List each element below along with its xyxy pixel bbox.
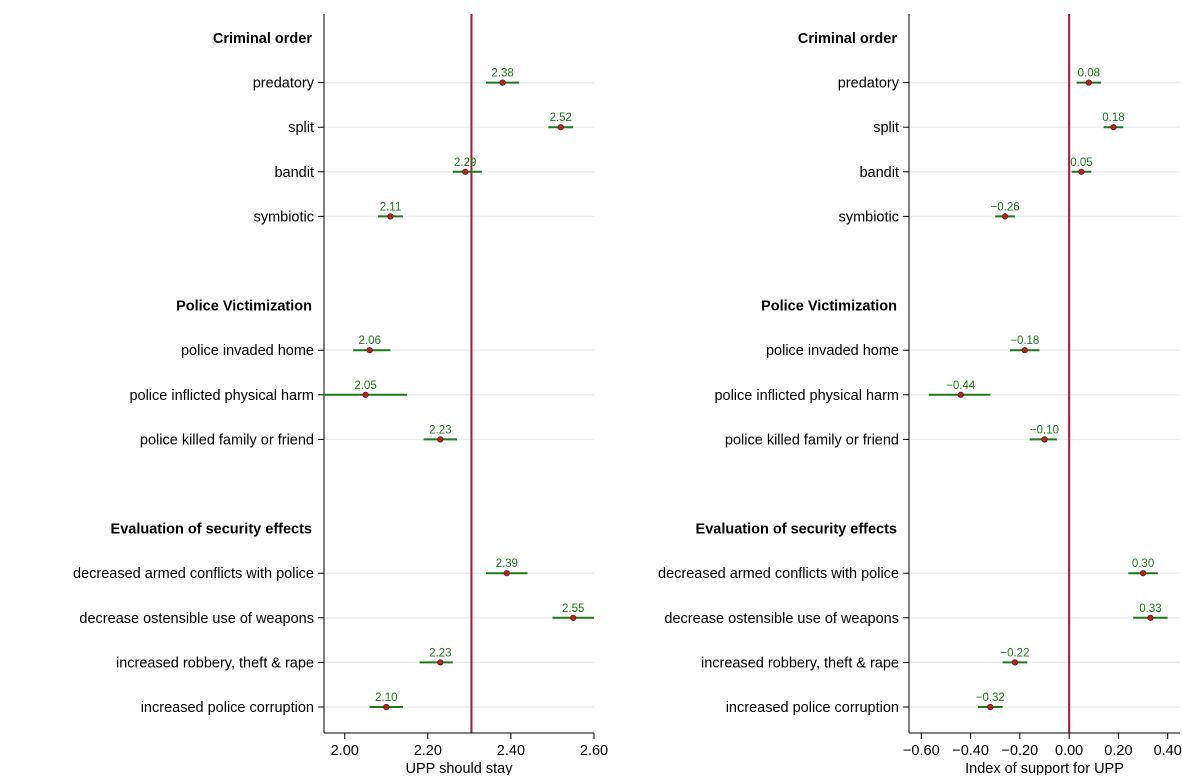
estimate-point [957, 391, 964, 398]
group-heading: Police Victimization [176, 299, 312, 315]
y-tick-label: police inflicted physical harm [129, 388, 314, 404]
y-tick-label: bandit [859, 165, 899, 181]
x-tick-label: 0.00 [1055, 743, 1083, 759]
value-label: 2.52 [550, 112, 572, 124]
estimate-point [1110, 124, 1117, 131]
value-label: 2.11 [380, 201, 402, 213]
y-tick-label: increased police corruption [726, 700, 899, 716]
group-heading: Criminal order [213, 31, 312, 47]
estimate-point [1078, 168, 1085, 175]
estimate-point [1021, 347, 1028, 354]
value-label: −0.26 [991, 201, 1020, 213]
y-tick-label: police invaded home [181, 343, 314, 359]
y-tick-label: police inflicted physical harm [714, 388, 899, 404]
estimate-point [437, 659, 444, 666]
y-tick-label: police killed family or friend [140, 432, 314, 448]
estimate-point [387, 213, 394, 220]
y-tick-label: increased police corruption [141, 700, 314, 716]
y-tick-label: symbiotic [254, 209, 314, 225]
x-tick-label: −0.20 [1002, 743, 1039, 759]
x-tick-label: −0.40 [952, 743, 989, 759]
estimate-point [462, 168, 469, 175]
x-axis-title: UPP should stay [406, 761, 514, 775]
estimate-point [383, 703, 390, 711]
x-tick-label: 0.40 [1154, 743, 1182, 759]
value-label: 0.08 [1078, 68, 1100, 80]
y-tick-label: increased robbery, theft & rape [116, 655, 314, 671]
x-tick-label: 2.20 [414, 743, 442, 759]
x-tick-label: 2.40 [497, 743, 525, 759]
y-tick-label: decreased armed conflicts with police [73, 566, 314, 582]
estimate-point [570, 614, 577, 621]
estimate-point [362, 391, 369, 398]
y-tick-label: split [873, 120, 899, 136]
y-tick-label: symbiotic [839, 209, 899, 225]
x-tick-label: 2.60 [580, 743, 608, 759]
x-tick-label: −0.60 [903, 743, 940, 759]
y-tick-label: predatory [838, 76, 900, 92]
y-tick-label: increased robbery, theft & rape [701, 655, 899, 671]
value-label: −0.32 [976, 692, 1005, 704]
value-label: 0.05 [1070, 157, 1092, 169]
group-heading: Evaluation of security effects [111, 522, 312, 538]
estimate-point [366, 347, 373, 354]
estimate-point [1139, 570, 1147, 577]
panel-background [10, 14, 594, 733]
value-label: −0.44 [946, 380, 976, 392]
y-tick-label: decreased armed conflicts with police [658, 566, 899, 582]
value-label: −0.18 [1010, 335, 1039, 347]
y-tick-label: bandit [274, 165, 314, 181]
estimate-point [1085, 79, 1092, 86]
x-axis-title: Index of support for UPP [965, 761, 1124, 775]
value-label: 0.30 [1132, 558, 1154, 570]
value-label: 0.18 [1102, 112, 1124, 124]
y-tick-label: decrease ostensible use of weapons [664, 611, 899, 627]
y-tick-label: split [288, 120, 314, 136]
group-heading: Evaluation of security effects [696, 522, 897, 538]
value-label: 2.10 [375, 692, 397, 704]
estimate-point [987, 703, 994, 711]
x-tick-label: 0.20 [1104, 743, 1132, 759]
value-label: 2.05 [354, 380, 376, 392]
value-label: 2.39 [496, 558, 518, 570]
y-tick-label: police killed family or friend [725, 432, 899, 448]
value-label: 2.38 [491, 68, 513, 80]
group-heading: Criminal order [798, 31, 897, 47]
value-label: 2.55 [562, 603, 584, 615]
panel-1: Criminal order predatory 2.38 split 2.52 band… [10, 14, 608, 777]
value-label: −0.22 [1000, 647, 1029, 659]
value-label: 2.23 [429, 424, 451, 436]
panel-background [594, 14, 1180, 733]
value-label: 2.06 [358, 335, 380, 347]
y-tick-label: predatory [253, 76, 315, 92]
estimate-point [557, 124, 564, 131]
group-heading: Police Victimization [761, 299, 897, 315]
value-label: 2.29 [454, 157, 476, 169]
estimate-point [1001, 213, 1009, 220]
panel-2: Criminal order predatory 0.08 split 0.18 band… [594, 14, 1182, 777]
estimate-point [437, 436, 444, 443]
value-label: −0.10 [1030, 424, 1059, 436]
value-label: 0.33 [1139, 603, 1161, 615]
estimate-point [499, 79, 506, 86]
x-tick-label: 2.00 [331, 743, 359, 759]
estimate-point [503, 570, 510, 577]
estimate-point [1011, 659, 1019, 666]
estimate-point [1041, 436, 1048, 443]
value-label: 2.23 [429, 647, 451, 659]
y-tick-label: decrease ostensible use of weapons [79, 611, 314, 627]
y-tick-label: police invaded home [766, 343, 899, 359]
estimate-point [1147, 614, 1154, 621]
